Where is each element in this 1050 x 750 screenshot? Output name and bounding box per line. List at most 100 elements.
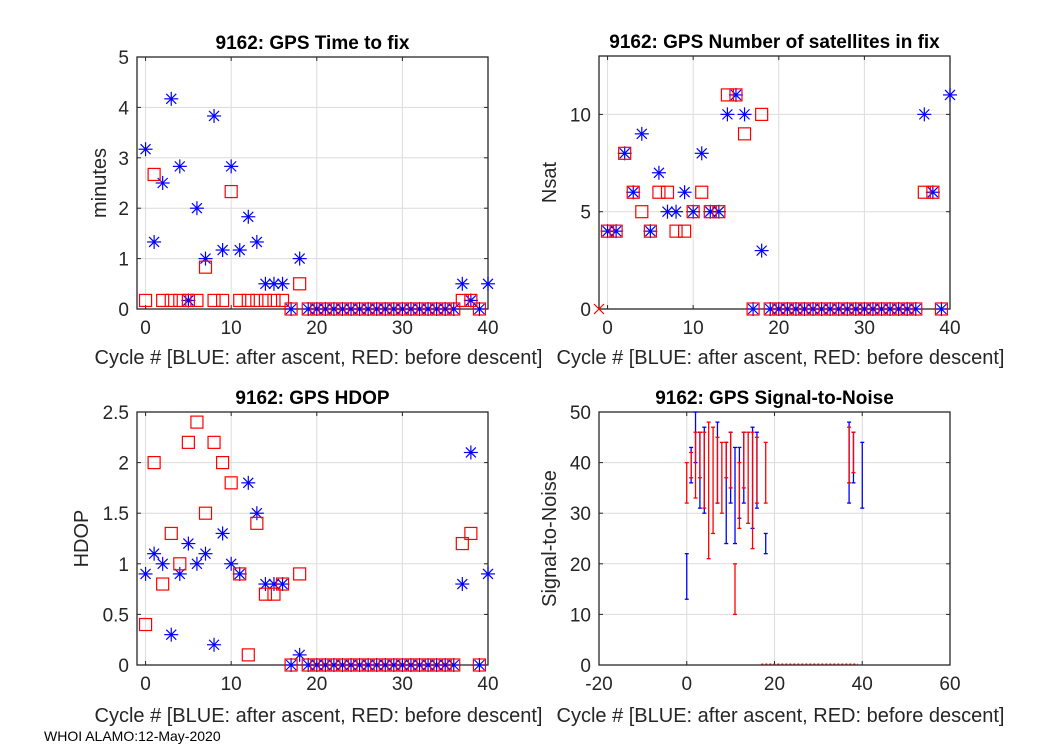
data-point-square — [652, 185, 666, 199]
data-point-asterisk — [643, 224, 658, 239]
data-point-asterisk — [215, 243, 230, 258]
data-point-square — [643, 224, 657, 238]
data-point-square — [181, 293, 195, 308]
data-point-square — [464, 293, 478, 308]
data-point-asterisk — [481, 276, 495, 291]
data-point-square — [712, 205, 726, 219]
error-bar — [733, 446, 738, 545]
data-point-asterisk — [138, 142, 153, 157]
data-point-square — [814, 302, 829, 316]
chart-title: 9162: GPS Time to fix — [216, 33, 410, 54]
x-tick-label: 20 — [306, 318, 327, 339]
error-bar — [754, 436, 759, 504]
data-point-square — [370, 658, 384, 672]
data-point-square — [293, 567, 307, 581]
data-point-asterisk — [403, 658, 418, 672]
data-point-asterisk — [711, 204, 726, 219]
data-point-square — [472, 658, 487, 672]
error-bar — [847, 426, 852, 484]
data-point-asterisk — [463, 445, 478, 460]
data-point-square — [395, 302, 409, 316]
data-point-square — [438, 658, 452, 672]
error-bar — [860, 441, 865, 509]
data-point-square — [926, 185, 940, 199]
data-point-asterisk — [292, 251, 307, 266]
y-tick-label: 2 — [118, 454, 129, 475]
data-point-asterisk — [301, 302, 316, 316]
data-point-square — [430, 302, 444, 316]
y-tick-label: 2 — [118, 199, 129, 220]
data-point-asterisk — [284, 302, 299, 316]
x-tick-label: 10 — [221, 318, 242, 339]
data-point-square — [250, 516, 264, 530]
data-point-square — [138, 293, 153, 308]
data-point-square — [233, 567, 247, 581]
data-point-asterisk — [181, 293, 196, 308]
data-point-square — [840, 302, 854, 316]
error-bar — [719, 441, 724, 514]
data-point-square — [250, 293, 264, 308]
y-tick-label: 10 — [570, 605, 591, 626]
data-point-asterisk — [754, 243, 769, 258]
error-bar — [684, 461, 689, 504]
data-point-square — [198, 506, 213, 520]
data-point-square — [387, 302, 401, 316]
data-point-square — [746, 302, 760, 316]
data-point-asterisk — [874, 302, 889, 316]
data-point-square — [797, 302, 812, 316]
data-point-asterisk — [403, 302, 418, 316]
data-point-asterisk — [155, 556, 170, 571]
data-point-asterisk — [446, 658, 461, 672]
y-tick-label: 2.5 — [103, 403, 129, 424]
data-point-square — [387, 658, 401, 672]
data-point-square — [430, 658, 444, 672]
y-tick-label: 1.5 — [103, 504, 129, 525]
data-point-asterisk — [207, 637, 222, 652]
y-tick-label: 3 — [118, 149, 129, 170]
y-tick-label: 50 — [570, 403, 591, 424]
data-point-square — [361, 658, 375, 672]
data-point-square — [892, 302, 906, 316]
data-point-asterisk — [266, 276, 281, 291]
data-point-square — [147, 167, 161, 182]
chart-title: 9162: GPS HDOP — [235, 388, 389, 409]
data-point-square — [293, 277, 307, 291]
data-point-square — [327, 302, 341, 316]
data-point-square — [934, 302, 949, 316]
data-point-square — [729, 88, 743, 102]
data-point-asterisk — [900, 302, 915, 316]
data-point-asterisk — [241, 475, 256, 490]
x-tick-label: 40 — [477, 318, 498, 339]
x-tick-label: 10 — [683, 318, 704, 339]
data-point-square — [626, 185, 640, 199]
data-point-square — [370, 302, 384, 316]
data-point-asterisk — [412, 658, 427, 672]
data-point-asterisk — [164, 627, 179, 642]
x-tick-label: 40 — [939, 318, 960, 339]
chart-title: 9162: GPS Number of satellites in fix — [609, 32, 940, 53]
data-point-square — [421, 302, 435, 316]
x-tick-label: 40 — [852, 674, 873, 695]
data-point-asterisk — [626, 185, 641, 200]
data-point-square — [241, 648, 255, 662]
data-point-asterisk — [386, 302, 401, 316]
data-point-square — [207, 293, 221, 308]
y-tick-label: 0 — [580, 656, 591, 677]
data-point-square — [703, 205, 717, 219]
axes-frame — [598, 55, 951, 310]
data-point-square — [455, 293, 469, 308]
data-point-square — [267, 587, 281, 601]
time-to-fix-plot: 0 10 20 30 40 0 1 2 3 4 5 9162: GPS Time to fix Cycl… — [89, 33, 543, 369]
x-tick-label: 20 — [306, 674, 327, 695]
data-point-square — [660, 185, 675, 199]
error-bar — [741, 431, 746, 489]
data-point-square — [909, 302, 923, 316]
data-point-square — [395, 658, 409, 672]
data-point-square — [737, 127, 752, 141]
y-tick-label: 20 — [570, 555, 591, 576]
y-tick-label: 10 — [570, 105, 591, 126]
data-point-square — [823, 302, 837, 316]
error-bar — [711, 426, 716, 535]
y-axis-label: minutes — [89, 148, 111, 218]
